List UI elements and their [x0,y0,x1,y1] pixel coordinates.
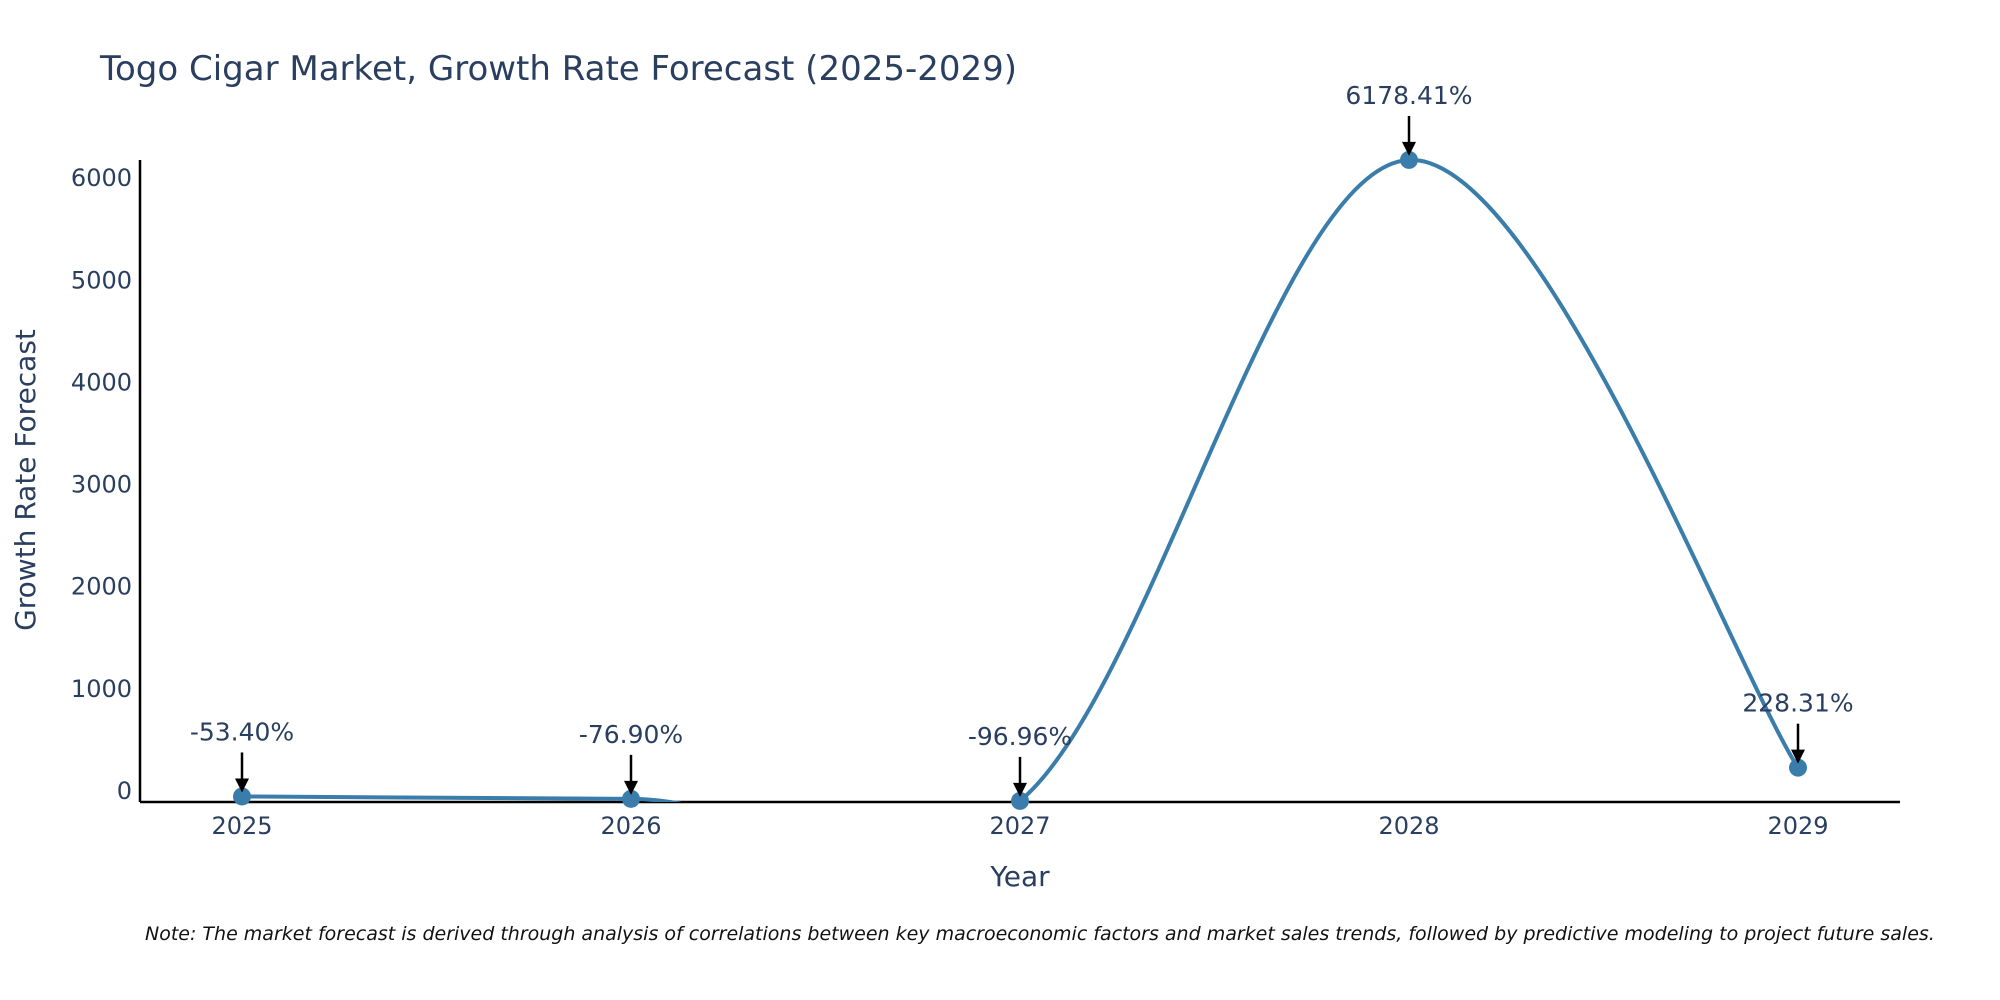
x-tick-label: 2028 [1378,812,1439,840]
y-tick-label: 0 [117,777,132,805]
x-tick-label: 2026 [600,812,661,840]
y-tick-label: 3000 [71,471,132,499]
y-axis-title: Growth Rate Forecast [9,329,42,631]
data-point [1011,791,1029,810]
annotation-arrow-head [1402,141,1416,156]
x-axis-ticks: 2025 2026 2027 2028 2029 [211,812,1828,840]
y-tick-label: 5000 [71,266,132,294]
data-point [622,789,640,808]
data-label: -53.40% [190,717,294,746]
series-line [241,157,1800,802]
annotation-arrow-head [624,780,638,795]
data-point [1400,150,1418,169]
y-axis-ticks: 0 1000 2000 3000 4000 5000 6000 [71,164,132,805]
annotation-arrow-head [1791,749,1805,764]
data-label: 228.31% [1742,689,1853,718]
data-point [1789,758,1807,777]
annotation-arrow-head [1013,782,1027,797]
x-tick-label: 2025 [211,812,272,840]
y-tick-label: 1000 [71,675,132,703]
chart-note: Note: The market forecast is derived thr… [145,923,1935,945]
y-tick-label: 6000 [71,164,132,192]
data-point [233,787,251,806]
data-label: -76.90% [579,720,683,749]
y-tick-label: 4000 [71,368,132,396]
chart-title: Togo Cigar Market, Growth Rate Forecast … [99,49,1017,89]
x-axis-title: Year [989,860,1050,893]
annotation-arrow-head [235,778,249,793]
data-label: 6178.41% [1345,81,1472,110]
x-tick-label: 2027 [989,812,1050,840]
x-tick-label: 2029 [1767,812,1828,840]
data-annotations: -53.40% -76.90% -96.96% 6178.41% 228.31% [190,81,1854,797]
data-markers [233,150,1807,810]
y-tick-label: 2000 [71,573,132,601]
data-label: -96.96% [968,722,1072,751]
